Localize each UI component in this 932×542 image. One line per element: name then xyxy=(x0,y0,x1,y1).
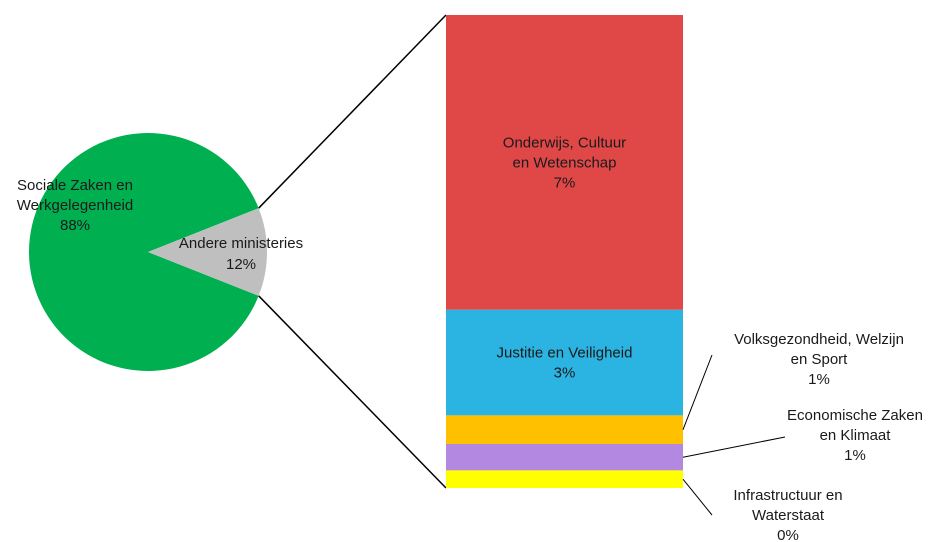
bar-label-justitie-en-veiligheid-line-1: Justitie en Veiligheid xyxy=(497,345,633,362)
bar-segment-volksgezondheid-welzijn-en-sport xyxy=(446,415,683,444)
bar-label-infrastructuur-en-waterstaat-line-3: 0% xyxy=(777,527,799,542)
leader-line-volksgezondheid-welzijn-en-sport xyxy=(682,354,713,430)
bar-label-economische-zaken-en-klimaat-line-3: 1% xyxy=(844,447,866,464)
pie-label-sociale-zaken-en-werkgelegenheid: Sociale Zaken en Werkgelegenheid 88% xyxy=(17,177,133,234)
bar-label-onderwijs-cultuur-en-wetenschap-line-2: en Wetenschap xyxy=(513,154,617,171)
pie-slice-sociale-zaken-en-werkgelegenheid xyxy=(29,133,259,371)
pie-label-sociale-zaken-en-werkgelegenheid-line-2: Werkgelegenheid xyxy=(17,197,133,214)
pie-label-sociale-zaken-en-werkgelegenheid-line-3: 88% xyxy=(60,217,90,234)
bar-segment-infrastructuur-en-waterstaat xyxy=(446,470,683,488)
bar-label-volksgezondheid-welzijn-en-sport-line-1: Volksgezondheid, Welzijn xyxy=(734,331,904,348)
bar-label-onderwijs-cultuur-en-wetenschap-line-1: Onderwijs, Cultuur xyxy=(503,134,626,151)
pie xyxy=(29,133,268,371)
pie-label-andere-ministeries: Andere ministeries 12% xyxy=(179,235,303,273)
pie-label-sociale-zaken-en-werkgelegenheid-line-1: Sociale Zaken en xyxy=(17,177,133,194)
breakdown-bar xyxy=(446,15,683,488)
pie-slice-andere-ministeries xyxy=(148,208,268,296)
bar-label-infrastructuur-en-waterstaat: Infrastructuur en Waterstaat 0% xyxy=(733,487,842,542)
bar-label-infrastructuur-en-waterstaat-line-1: Infrastructuur en xyxy=(733,487,842,504)
bar-label-economische-zaken-en-klimaat: Economische Zaken en Klimaat 1% xyxy=(787,407,923,464)
bar-label-volksgezondheid-welzijn-en-sport-line-3: 1% xyxy=(808,371,830,388)
bar-segment-onderwijs-cultuur-en-wetenschap xyxy=(446,15,683,310)
pie-label-andere-ministeries-line-1: Andere ministeries xyxy=(179,235,303,252)
bar-label-onderwijs-cultuur-en-wetenschap: Onderwijs, Cultuur en Wetenschap 7% xyxy=(503,134,626,191)
bar-label-volksgezondheid-welzijn-en-sport-line-2: en Sport xyxy=(791,351,849,368)
bar-label-justitie-en-veiligheid: Justitie en Veiligheid 3% xyxy=(497,345,633,382)
chart-labels: Sociale Zaken en Werkgelegenheid 88% Andere… xyxy=(17,134,923,542)
leader-lines xyxy=(682,354,786,516)
bar-label-volksgezondheid-welzijn-en-sport: Volksgezondheid, Welzijn en Sport 1% xyxy=(734,331,904,388)
bar-label-economische-zaken-en-klimaat-line-2: en Klimaat xyxy=(820,427,892,444)
leader-line-economische-zaken-en-klimaat xyxy=(682,436,786,458)
bar-label-infrastructuur-en-waterstaat-line-2: Waterstaat xyxy=(752,507,825,524)
bar-label-economische-zaken-en-klimaat-line-1: Economische Zaken xyxy=(787,407,923,424)
connector-line-top xyxy=(258,14,447,209)
bar-segment-justitie-en-veiligheid xyxy=(446,309,683,416)
pie-label-andere-ministeries-line-2: 12% xyxy=(226,256,256,273)
connector-lines xyxy=(258,14,447,489)
leader-line-infrastructuur-en-waterstaat xyxy=(682,478,713,516)
bar-segment-economische-zaken-en-klimaat xyxy=(446,444,683,471)
bar-label-justitie-en-veiligheid-line-2: 3% xyxy=(554,365,576,382)
bar-label-onderwijs-cultuur-en-wetenschap-line-3: 7% xyxy=(554,174,576,191)
connector-line-bottom xyxy=(258,295,447,489)
